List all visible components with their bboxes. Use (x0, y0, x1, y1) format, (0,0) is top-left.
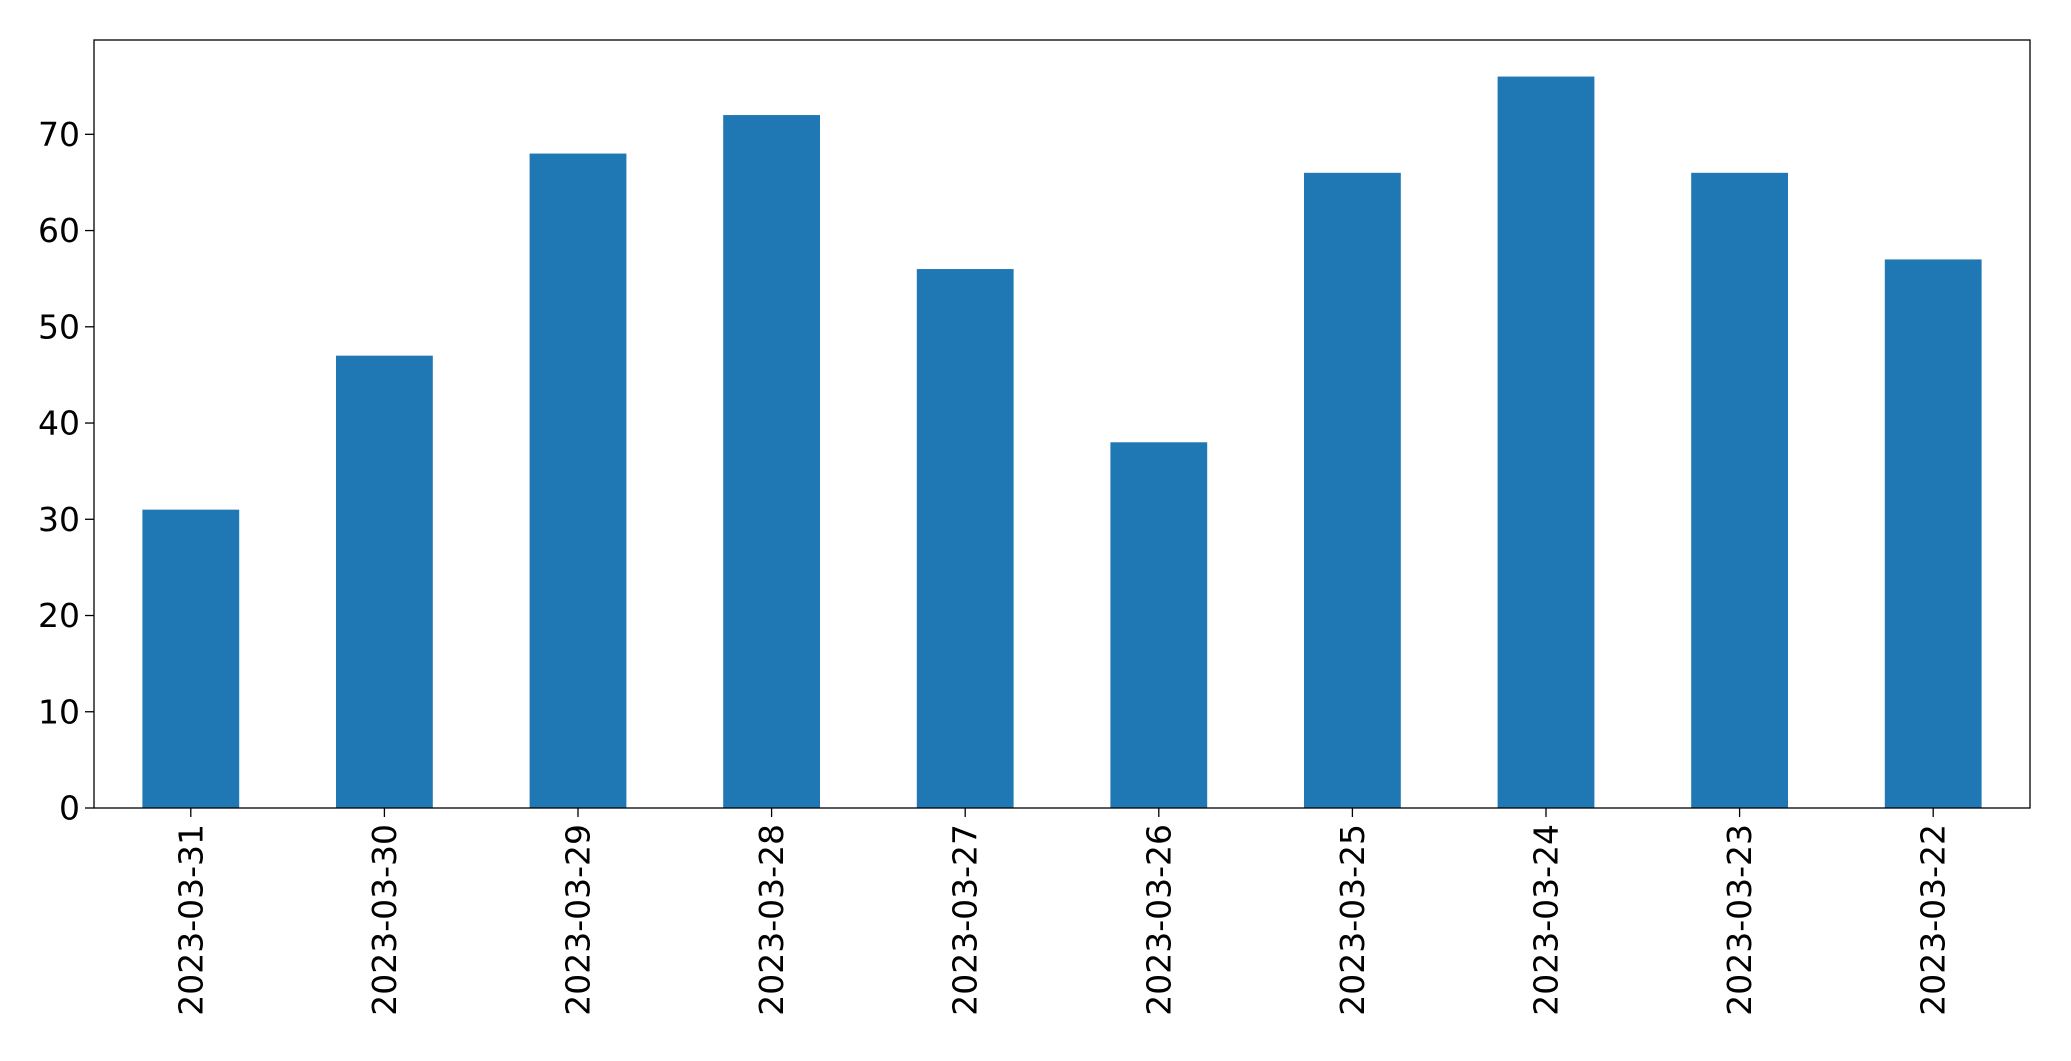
y-tick-label: 70 (38, 115, 80, 154)
x-tick-label: 2023-03-27 (946, 824, 985, 1016)
x-tick-label: 2023-03-25 (1333, 824, 1372, 1016)
bar (529, 153, 627, 808)
bar (1304, 172, 1401, 809)
x-tick-label: 2023-03-29 (559, 824, 598, 1016)
y-tick-label: 10 (38, 692, 80, 731)
x-tick-label: 2023-03-24 (1527, 824, 1566, 1016)
x-tick-label: 2023-03-22 (1914, 824, 1953, 1016)
y-tick-label: 50 (38, 307, 80, 346)
bar (142, 509, 240, 808)
bar (1884, 259, 1982, 808)
y-tick-label: 40 (38, 404, 80, 443)
x-tick-label: 2023-03-31 (171, 824, 210, 1016)
x-tick-label: 2023-03-28 (752, 824, 791, 1016)
bar (1497, 76, 1595, 809)
x-tick-label: 2023-03-26 (1139, 824, 1178, 1016)
plot-frame (93, 39, 2031, 809)
y-tick-label: 30 (38, 500, 80, 539)
y-tick-label: 60 (38, 211, 80, 250)
y-tick-label: 20 (38, 596, 80, 635)
x-tick-label: 2023-03-23 (1720, 824, 1759, 1016)
bar (723, 115, 820, 808)
bar (1691, 172, 1788, 809)
bar (916, 269, 1014, 809)
x-tick-label: 2023-03-30 (365, 824, 404, 1016)
bar (336, 355, 433, 808)
y-tick-label: 0 (59, 789, 80, 828)
bar (1110, 442, 1208, 808)
